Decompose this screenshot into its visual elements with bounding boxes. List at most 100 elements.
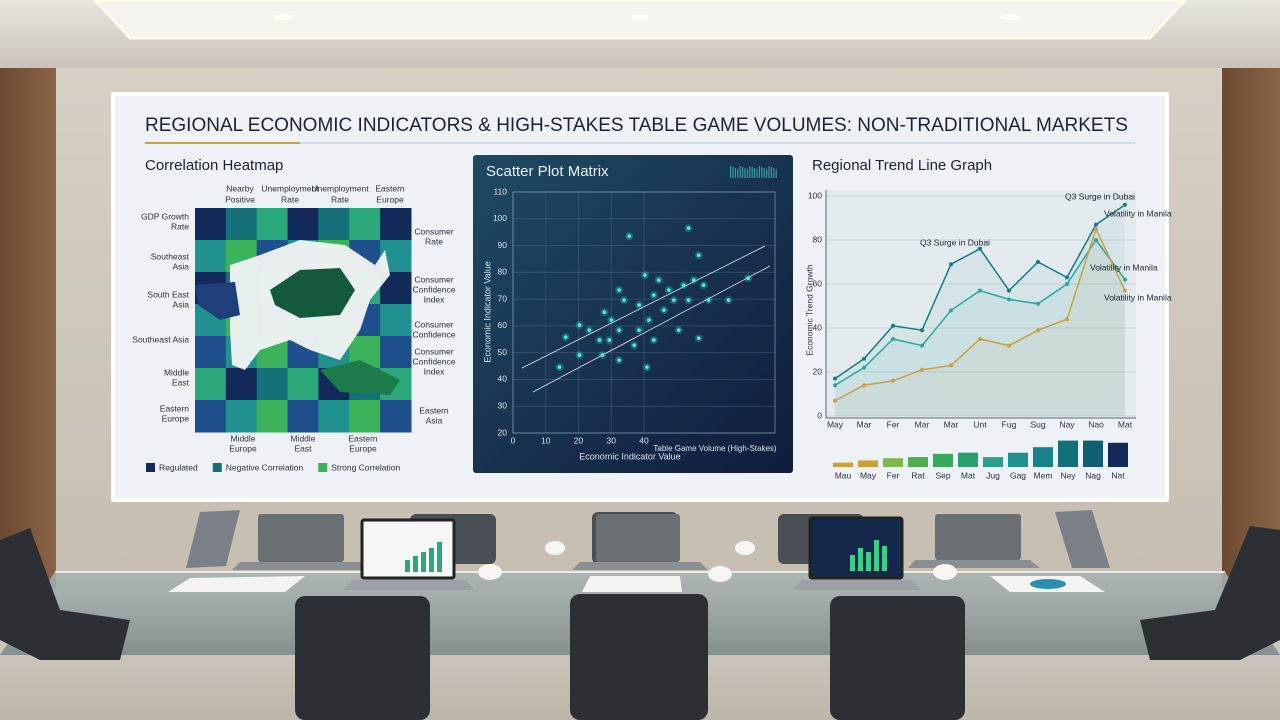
plot-frame <box>512 191 776 434</box>
row-label: Asia <box>172 299 189 309</box>
scatter-point <box>652 293 656 297</box>
front-chairs <box>0 526 1280 720</box>
row-label: GDP Growth <box>141 211 189 221</box>
panel-decoration <box>756 169 758 178</box>
scatter-point <box>662 308 666 312</box>
series-point <box>978 288 982 293</box>
heatmap-cell <box>287 368 319 401</box>
scatter-point <box>701 283 706 287</box>
series-point <box>920 367 924 372</box>
ceiling-lights <box>274 14 1020 20</box>
panel-decoration <box>737 169 739 178</box>
series-point <box>1065 275 1069 280</box>
heatmap-cell <box>225 400 258 433</box>
series-point <box>920 343 924 348</box>
series-point <box>1065 317 1069 322</box>
x-tick-label: May <box>827 419 844 429</box>
legend-label: Strong Correlation <box>331 462 400 472</box>
series-point <box>1065 282 1069 286</box>
right-label: Confidence <box>412 284 455 294</box>
heatmap-cell <box>380 336 412 369</box>
series-point <box>1094 222 1098 227</box>
x-axis-label: Economic Indicator Value <box>579 451 680 461</box>
bottom-label: Middle <box>290 433 315 443</box>
scatter-point <box>627 234 632 238</box>
series-point <box>1007 288 1011 293</box>
bar <box>833 462 853 467</box>
scatter-point <box>597 338 602 342</box>
row-label: Europe <box>162 413 190 423</box>
heatmap-cell <box>195 240 227 273</box>
panel-decoration <box>730 166 732 178</box>
scatter-point <box>681 283 686 287</box>
scatter-point <box>672 298 676 302</box>
x-tick-label: Fug <box>1002 419 1017 429</box>
panel-decoration <box>773 168 775 178</box>
x-tick-label: Fer <box>887 470 900 480</box>
x-tick-label: 10 <box>541 435 551 445</box>
scatter-point <box>706 298 711 302</box>
bar <box>1108 442 1128 467</box>
x-tick-label: Mem <box>1034 470 1053 480</box>
panel-decoration <box>775 169 777 178</box>
row-label: South East <box>147 289 189 299</box>
map-region <box>195 282 240 320</box>
right-label: Confidence <box>412 356 455 366</box>
x-tick-label: Fer <box>887 419 900 429</box>
series-point <box>862 356 866 361</box>
y-tick-label: 100 <box>493 213 507 223</box>
bar <box>908 457 928 467</box>
map-region <box>320 360 400 395</box>
scatter-panel <box>473 155 793 473</box>
panel-title: Scatter Plot Matrix <box>486 163 609 180</box>
row-label: Middle <box>164 367 189 377</box>
series-point <box>1123 277 1127 282</box>
scatter-point <box>587 328 592 332</box>
x-tick-label: Nay <box>1059 419 1075 429</box>
scatter-point <box>577 353 582 357</box>
x-tick-label: Mar <box>857 419 872 429</box>
x-tick-label: Jug <box>986 470 1000 480</box>
heatmap-cell <box>256 400 289 433</box>
column-label: Nearby <box>226 183 254 193</box>
panel-decoration <box>758 166 760 178</box>
series-point <box>891 323 895 328</box>
x-tick-label: Mar <box>915 419 930 429</box>
scatter-point <box>647 318 651 322</box>
heatmap-cell <box>225 208 258 241</box>
bar <box>1058 440 1078 467</box>
x-tick-label: Nag <box>1085 470 1101 480</box>
x-tick-label: May <box>860 470 877 480</box>
scatter-point <box>602 310 607 315</box>
y-tick-label: 0 <box>817 410 822 420</box>
bar <box>933 453 953 467</box>
y-tick-label: 110 <box>493 186 507 196</box>
map-region <box>270 268 355 318</box>
series-point <box>949 363 953 368</box>
annotation: Q3 Surge in Dubai <box>1065 191 1135 201</box>
legend-label: Negative Correlation <box>226 462 304 472</box>
scatter-point <box>676 328 681 332</box>
series-point <box>891 378 895 383</box>
right-label: Consumer <box>414 319 453 329</box>
bar <box>1033 447 1053 467</box>
column-label: Unemployment <box>261 183 319 193</box>
area <box>835 240 1125 416</box>
legend-label: Regulated <box>159 462 198 472</box>
panel-decoration <box>754 168 756 178</box>
trend-band <box>532 265 771 393</box>
right-label: Eastern <box>419 405 449 415</box>
table-papers <box>168 576 1105 592</box>
scatter-point <box>600 353 605 357</box>
y-tick-label: 40 <box>498 374 508 384</box>
heatmap-cell <box>256 368 289 401</box>
scatter-point <box>686 226 691 230</box>
y-tick-label: 80 <box>498 267 508 277</box>
bar <box>958 452 978 467</box>
screen-title: REGIONAL ECONOMIC INDICATORS & HIGH-STAK… <box>145 115 1128 136</box>
y-tick-label: 60 <box>813 278 823 288</box>
annotation: Volatility in Manila <box>1104 208 1172 218</box>
scatter-point <box>617 328 621 332</box>
scatter-point <box>632 343 636 347</box>
